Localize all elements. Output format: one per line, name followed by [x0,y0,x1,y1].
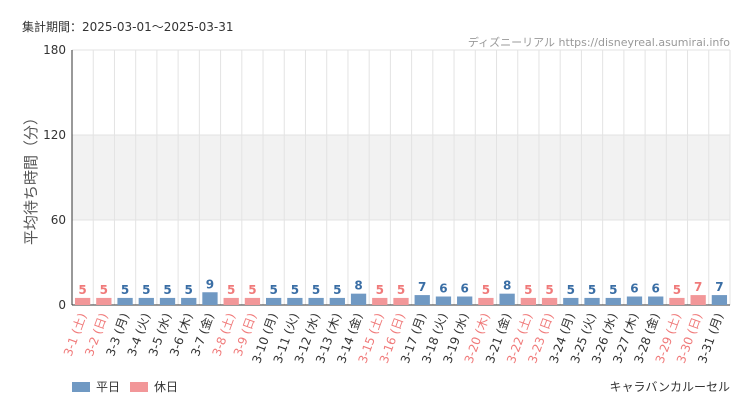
value-label: 7 [715,280,723,294]
bar-3-2 (日) [96,297,112,305]
bar-3-9 (日) [244,297,261,305]
value-label: 5 [312,283,320,297]
bar-3-20 (木) [478,297,494,305]
value-label: 8 [503,279,511,293]
bar-3-16 (日) [393,297,409,305]
y-tick-label: 180 [43,43,66,57]
bar-3-22 (土) [520,297,536,305]
bar-3-11 (火) [287,297,303,305]
value-label: 5 [291,283,299,297]
value-label: 5 [142,283,150,297]
value-label: 5 [567,283,575,297]
value-label: 6 [439,282,447,296]
attraction-name: キャラバンカルーセル [609,380,730,394]
bar-3-19 (水) [457,296,473,305]
value-label: 6 [652,282,660,296]
bar-3-28 (金) [648,296,664,305]
value-label: 5 [333,283,341,297]
bar-3-29 (土) [669,297,685,305]
value-label: 5 [524,283,532,297]
value-label: 6 [630,282,638,296]
bar-3-31 (月) [711,295,728,305]
value-label: 5 [545,283,553,297]
y-tick-label: 60 [51,213,66,227]
shaded-band-0 [72,135,730,220]
bar-3-4 (火) [138,297,154,305]
value-label: 5 [121,283,129,297]
bar-3-1 (土) [74,297,91,305]
value-label: 8 [354,279,362,293]
value-label: 5 [248,283,256,297]
value-label: 5 [673,283,681,297]
value-label: 5 [588,283,596,297]
bar-3-6 (木) [181,297,197,305]
legend-label-holiday: 休日 [154,380,179,394]
y-tick-label: 0 [58,298,66,312]
legend-item-holiday: 休日 [130,378,178,395]
bar-3-26 (水) [605,297,621,305]
bar-3-5 (水) [159,297,176,305]
bar-3-18 (火) [435,296,452,305]
value-label: 5 [185,283,193,297]
y-tick-label: 120 [43,128,66,142]
bar-3-27 (木) [626,296,643,305]
bar-3-3 (月) [117,297,133,305]
value-label: 5 [269,283,277,297]
value-label: 5 [397,283,405,297]
value-label: 5 [163,283,171,297]
value-label: 5 [227,283,235,297]
value-label: 6 [460,282,468,296]
bar-3-23 (日) [541,297,558,305]
bar-3-17 (月) [414,295,430,305]
bar-3-14 (金) [350,293,367,305]
legend-item-weekday: 平日 [72,378,120,395]
bar-3-12 (水) [308,297,324,305]
bar-3-10 (月) [266,297,282,305]
bar-3-13 (木) [329,297,345,305]
value-label: 7 [694,280,702,294]
value-label: 5 [100,283,108,297]
bar-3-30 (日) [690,295,706,305]
value-label: 5 [78,283,86,297]
legend-label-weekday: 平日 [96,380,121,394]
value-label: 7 [418,280,426,294]
source-credit: ディズニーリアル https://disneyreal.asumirai.inf… [467,36,730,49]
bar-3-7 (金) [202,292,218,305]
weekday-swatch [72,381,90,392]
value-label: 5 [482,283,490,297]
bar-3-8 (土) [223,297,239,305]
value-label: 9 [206,277,214,291]
bar-3-24 (月) [563,297,579,305]
chart-legend: 平日 休日 [72,378,178,395]
bar-3-25 (火) [584,297,600,305]
collection-period: 集計期間：2025-03-01～2025-03-31 [22,20,234,34]
value-label: 5 [376,283,384,297]
holiday-swatch [130,381,149,392]
bar-3-15 (土) [372,297,388,305]
bar-3-21 (金) [499,293,515,305]
value-label: 5 [609,283,617,297]
y-axis-title: 平均待ち時間（分） [22,110,40,245]
